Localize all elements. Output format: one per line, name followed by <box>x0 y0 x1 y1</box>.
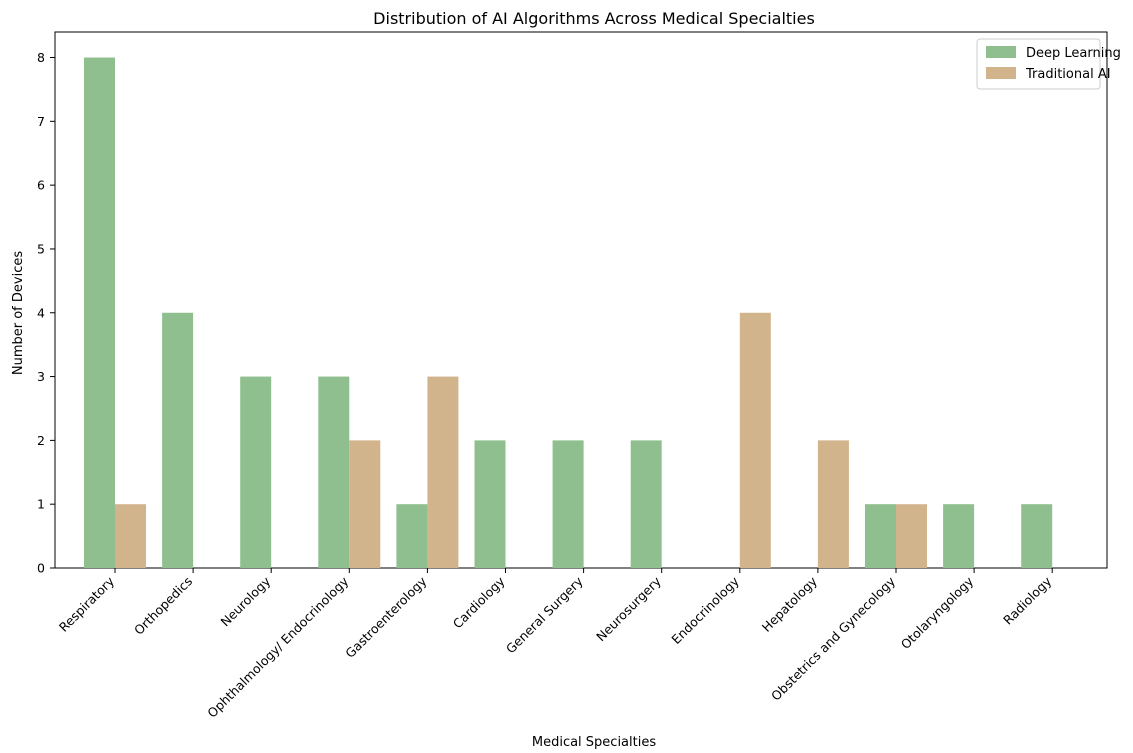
y-tick-label: 4 <box>37 305 45 320</box>
x-tick-label: Orthopedics <box>131 574 195 638</box>
bar-deep-learning <box>318 376 350 568</box>
bar-deep-learning <box>396 504 428 568</box>
x-tick-label: Ophthalmology/ Endocrinology <box>204 573 352 721</box>
x-tick-label: Neurology <box>218 573 274 629</box>
x-tick-label: Otolaryngology <box>898 573 977 652</box>
x-tick-label: Neurosurgery <box>593 573 664 644</box>
bar-traditional-ai <box>349 440 381 568</box>
y-tick-label: 2 <box>37 433 45 448</box>
y-axis: 0 1 2 3 4 5 6 7 8 <box>37 50 55 576</box>
bar-deep-learning <box>474 440 506 568</box>
bar-traditional-ai <box>115 504 146 568</box>
bar-deep-learning <box>84 57 115 569</box>
y-tick-label: 7 <box>37 114 45 129</box>
x-tick-label: Endocrinology <box>668 573 742 647</box>
x-tick-label: Gastroenterology <box>342 573 430 661</box>
x-axis: Respiratory Orthopedics NeurologyOphthalmo… <box>56 568 1055 721</box>
x-tick-label: Cardiology <box>450 573 508 631</box>
legend: Deep Learning Traditional AI <box>976 38 1121 90</box>
x-axis-label: Medical Specialties <box>532 735 656 750</box>
y-axis-label: Number of Devices <box>11 251 26 375</box>
bar-deep-learning <box>630 440 662 568</box>
bar-deep-learning <box>943 504 975 568</box>
y-tick-label: 1 <box>37 497 45 512</box>
x-tick-label: Respiratory <box>56 573 118 635</box>
bar-traditional-ai <box>896 504 927 568</box>
x-tick-label: Radiology <box>1000 573 1055 628</box>
legend-swatch <box>986 46 1016 58</box>
legend-label: Deep Learning <box>1026 46 1121 61</box>
bar-deep-learning <box>162 312 194 568</box>
x-tick-label: General Surgery <box>503 573 586 656</box>
y-tick-label: 8 <box>37 50 45 65</box>
bars-layer <box>84 57 1053 569</box>
bar-deep-learning <box>552 440 584 568</box>
bar-deep-learning <box>865 504 896 568</box>
y-tick-label: 3 <box>37 369 45 384</box>
bar-traditional-ai <box>739 312 771 568</box>
legend-label: Traditional AI <box>1025 67 1111 82</box>
x-tick-label: Hepatology <box>759 573 821 635</box>
bar-deep-learning <box>1021 504 1053 568</box>
y-tick-label: 6 <box>37 178 45 193</box>
bar-traditional-ai <box>427 376 459 568</box>
y-tick-label: 5 <box>37 241 45 256</box>
x-tick-label: Obstetrics and Gynecology <box>768 573 898 703</box>
bar-deep-learning <box>240 376 272 568</box>
chart-title: Distribution of AI Algorithms Across Med… <box>373 9 815 28</box>
bar-traditional-ai <box>817 440 849 568</box>
y-tick-label: 0 <box>37 561 45 576</box>
legend-swatch <box>986 67 1016 79</box>
